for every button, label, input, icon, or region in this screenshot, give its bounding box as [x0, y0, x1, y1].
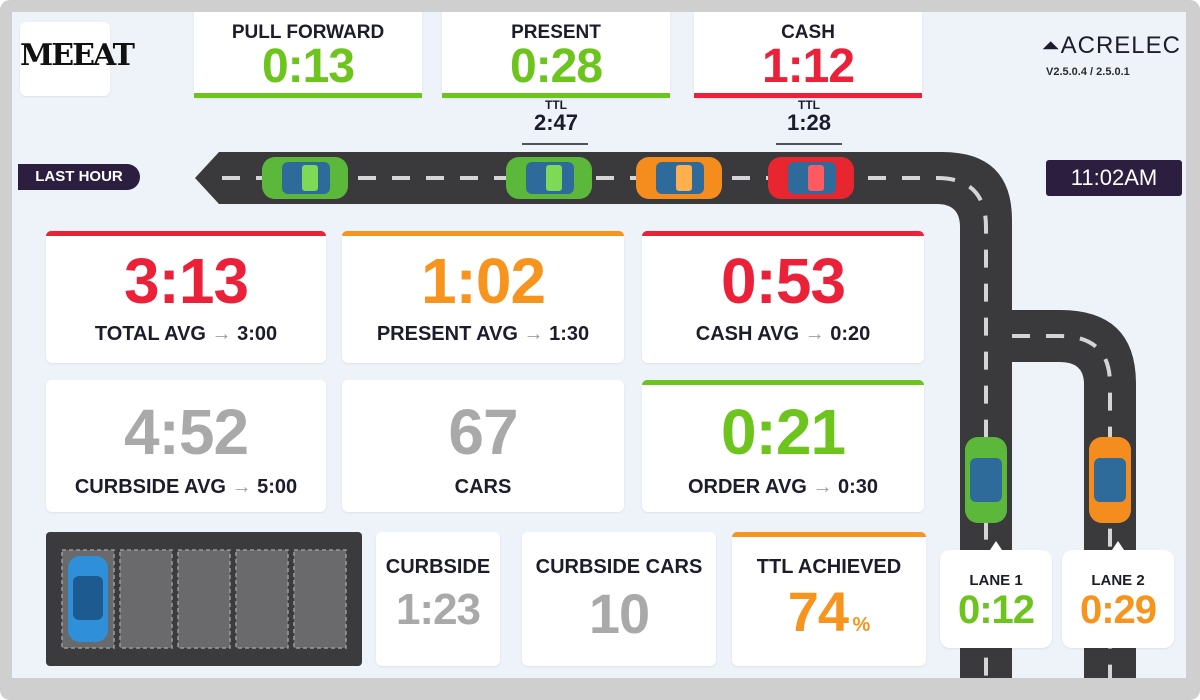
lane-2-pointer [1112, 541, 1124, 550]
acrelec-logo: ⏶ACRELEC [1042, 32, 1182, 60]
order-avg-card: 0:21 ORDER AVG → 0:30 [642, 380, 924, 512]
car-icon-green-2 [506, 157, 592, 199]
lane-2-label: LANE 2 [1091, 572, 1145, 589]
cash-value: 1:12 [761, 40, 855, 93]
lane-1-pointer [990, 541, 1002, 550]
acrelec-mark-icon: ⏶ [1042, 33, 1061, 58]
curbside-label: CURBSIDE [385, 556, 491, 578]
order-avg-value: 0:21 [720, 396, 846, 468]
lane-1-value: 0:12 [957, 588, 1035, 632]
brand-logo: MEEAT [20, 22, 135, 96]
last-hour-badge: LAST HOUR [18, 164, 140, 190]
curbside-avg-label: CURBSIDE AVG → 5:00 [74, 476, 298, 498]
present-status-bar [442, 93, 670, 98]
cash-avg-value: 0:53 [720, 245, 846, 317]
curbside-card: CURBSIDE 1:23 [376, 532, 500, 666]
ttl-marker-2: TTL 1:28 [769, 98, 849, 134]
pull-forward-timer-card: PULL FORWARD 0:13 [194, 12, 422, 98]
lane-1-label: LANE 1 [969, 572, 1023, 589]
cash-label: CASH [781, 22, 835, 43]
curbside-avg-card: 4:52 CURBSIDE AVG → 5:00 [46, 380, 326, 512]
curbside-cars-label: CURBSIDE CARS [535, 556, 703, 578]
ttl-achieved-card: TTL ACHIEVED 74 % [732, 532, 926, 666]
car-icon-lane2-orange [1089, 437, 1131, 523]
car-icon-curbside-blue [68, 556, 108, 642]
curbside-cars-card: CURBSIDE CARS 10 [522, 532, 716, 666]
cars-label: CARS [454, 476, 512, 498]
parking-spots-graphic [61, 549, 347, 649]
cash-timer-card: CASH 1:12 [694, 12, 922, 98]
version-text: V2.5.0.4 / 2.5.0.1 [1046, 66, 1130, 78]
total-avg-value: 3:13 [123, 245, 249, 317]
order-avg-status-bar [642, 380, 924, 385]
cash-avg-label: CASH AVG → 0:20 [695, 323, 871, 345]
cash-avg-status-bar [642, 231, 924, 236]
present-timer-card: PRESENT 0:28 [442, 12, 670, 98]
curbside-value: 1:23 [395, 585, 481, 634]
ttl-marker-1-value: 2:47 [533, 110, 579, 135]
lane-1-timer-card: LANE 1 0:12 [940, 541, 1052, 648]
present-avg-status-bar [342, 231, 624, 236]
car-icon-lane1-green [965, 437, 1007, 523]
ttl-achieved-value-row: 74 % [732, 579, 926, 644]
total-avg-status-bar [46, 231, 326, 236]
cash-avg-card: 0:53 CASH AVG → 0:20 [642, 231, 924, 363]
cars-card: 67 CARS [342, 380, 624, 512]
lane-2-value: 0:29 [1079, 588, 1157, 632]
cash-status-bar [694, 93, 922, 98]
total-avg-label: TOTAL AVG → 3:00 [94, 323, 278, 345]
curbside-avg-value: 4:52 [123, 396, 249, 468]
clock: 11:02AM [1046, 160, 1182, 196]
ttl-achieved-value: 74 [787, 580, 849, 643]
lane-2-timer-card: LANE 2 0:29 [1062, 541, 1174, 648]
car-icon-orange [636, 157, 722, 199]
present-value: 0:28 [509, 40, 603, 93]
ttl-marker-2-value: 1:28 [786, 110, 832, 135]
order-avg-label: ORDER AVG → 0:30 [687, 476, 879, 498]
ttl-achieved-unit: % [852, 614, 871, 636]
ttl-marker-2-label: TTL [798, 98, 820, 112]
ttl-marker-1-label: TTL [545, 98, 567, 112]
curbside-parking-lot [46, 532, 362, 666]
pull-forward-status-bar [194, 93, 422, 98]
present-label: PRESENT [511, 22, 601, 43]
ttl-marker-1: TTL 2:47 [516, 98, 596, 134]
ttl-achieved-status-bar [732, 532, 926, 537]
car-icon-red [768, 157, 854, 199]
present-avg-label: PRESENT AVG → 1:30 [376, 323, 590, 345]
present-avg-value: 1:02 [420, 245, 546, 317]
cars-value: 67 [448, 396, 518, 468]
car-icon-green-1 [262, 157, 348, 199]
curbside-cars-value: 10 [588, 582, 650, 645]
total-avg-card: 3:13 TOTAL AVG → 3:00 [46, 231, 326, 363]
pull-forward-value: 0:13 [261, 40, 355, 93]
pull-forward-label: PULL FORWARD [231, 22, 385, 43]
present-avg-card: 1:02 PRESENT AVG → 1:30 [342, 231, 624, 363]
acrelec-name: ACRELEC [1060, 32, 1181, 59]
logo-text: MEEAT [20, 38, 135, 73]
ttl-achieved-label: TTL ACHIEVED [756, 556, 902, 578]
acrelec-brand: ⏶ACRELEC V2.5.0.4 / 2.5.0.1 [1042, 32, 1182, 78]
drive-thru-dashboard: MEEAT PULL FORWARD 0:13 PRESENT 0:28 CAS… [12, 12, 1186, 678]
